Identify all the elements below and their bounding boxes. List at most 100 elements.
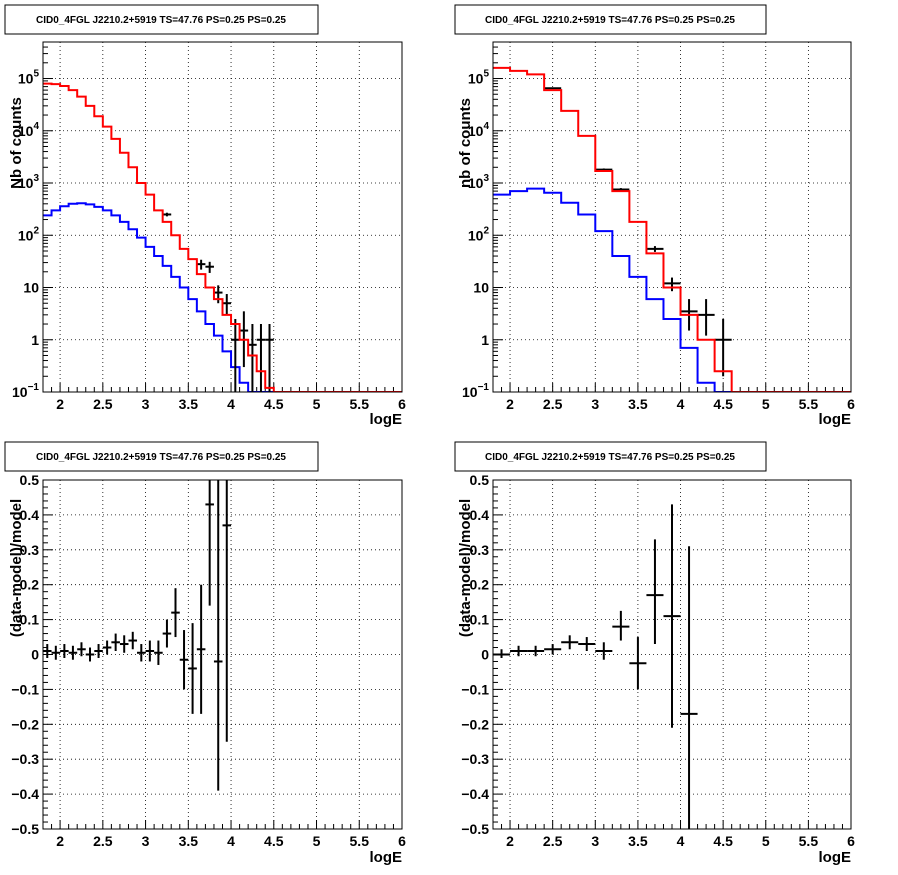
total-model-line <box>43 82 402 392</box>
title-box <box>454 4 767 35</box>
component-model-line <box>493 187 851 392</box>
y-tick-label: 0 <box>31 647 39 663</box>
panel-residual-right: CID0_4FGL J2210.2+5919 TS=47.76 PS=0.25 … <box>454 441 855 866</box>
y-axis-label: nb of counts <box>457 98 474 188</box>
x-tick-label: 5.5 <box>350 396 370 412</box>
x-tick-label: 3.5 <box>628 396 648 412</box>
chart-title: CID0_4FGL J2210.2+5919 TS=47.76 PS=0.25 … <box>485 15 735 26</box>
x-tick-label: 4 <box>677 396 685 412</box>
y-tick-label: 10 <box>473 280 489 296</box>
y-tick-exponent: −1 <box>28 382 40 393</box>
x-tick-label: 3 <box>591 833 599 849</box>
x-tick-label: 3 <box>142 833 150 849</box>
x-tick-label: 2.5 <box>93 396 113 412</box>
y-tick-label: 0.3 <box>470 542 490 558</box>
title-box <box>454 441 767 472</box>
y-axis-label: (data-model)/model <box>8 499 25 637</box>
y-tick-label: −0.4 <box>461 786 489 802</box>
chart-title: CID0_4FGL J2210.2+5919 TS=47.76 PS=0.25 … <box>36 452 286 463</box>
y-tick-exponent: 5 <box>33 69 39 80</box>
y-tick-label: 0.2 <box>20 577 40 593</box>
y-tick-label: −0.5 <box>11 821 39 837</box>
chart-title: CID0_4FGL J2210.2+5919 TS=47.76 PS=0.25 … <box>36 15 286 26</box>
chart-title: CID0_4FGL J2210.2+5919 TS=47.76 PS=0.25 … <box>485 452 735 463</box>
plot-frame <box>492 479 852 830</box>
y-tick-label: −0.1 <box>461 681 489 697</box>
plot-content <box>43 480 232 791</box>
x-tick-label: 6 <box>398 833 406 849</box>
y-tick-label: 0.2 <box>470 577 490 593</box>
x-tick-label: 4.5 <box>264 833 284 849</box>
x-tick-label: 3 <box>142 396 150 412</box>
plot-frame <box>492 41 852 393</box>
x-tick-label: 3.5 <box>628 833 648 849</box>
x-tick-label: 4 <box>227 833 235 849</box>
y-tick-label: 0.3 <box>20 542 40 558</box>
y-tick-label: −0.1 <box>11 681 39 697</box>
x-tick-label: 4.5 <box>713 833 733 849</box>
y-tick-exponent: 2 <box>33 225 39 236</box>
x-tick-label: 2 <box>56 833 64 849</box>
x-tick-label: 6 <box>847 396 855 412</box>
y-tick-label: 0.5 <box>470 472 490 488</box>
title-box <box>4 441 319 472</box>
x-tick-label: 5 <box>313 396 321 412</box>
y-tick-label: −0.3 <box>461 751 489 767</box>
y-tick-label: 1 <box>31 332 39 348</box>
x-axis-label: logE <box>370 849 403 866</box>
title-box <box>4 4 319 35</box>
x-tick-label: 5 <box>762 396 770 412</box>
x-tick-label: 3.5 <box>179 396 199 412</box>
y-tick-label: 0.1 <box>20 612 40 628</box>
y-tick-label: 10−1 <box>462 382 489 400</box>
y-tick-label: 10−1 <box>12 382 39 400</box>
x-tick-label: 2 <box>506 833 514 849</box>
plot-frame <box>42 479 403 830</box>
x-tick-label: 4 <box>227 396 235 412</box>
plot-content <box>493 504 698 829</box>
y-tick-label: 102 <box>468 225 490 243</box>
y-tick-label: 0.4 <box>470 507 490 523</box>
y-tick-label: 0.5 <box>20 472 40 488</box>
panel-counts-left: CID0_4FGL J2210.2+5919 TS=47.76 PS=0.25 … <box>4 4 406 428</box>
y-tick-exponent: 4 <box>483 121 489 132</box>
plot-area: 2 2.5 3 3.5 4 4.5 5 5.5 6 −0.5 −0.4 −0.3 −0.2 −0.1 0 0.… <box>461 472 855 849</box>
x-tick-label: 6 <box>847 833 855 849</box>
y-tick-label: 1 <box>481 332 489 348</box>
plot-content <box>493 66 851 392</box>
x-tick-label: 5.5 <box>350 833 370 849</box>
x-tick-label: 3.5 <box>179 833 199 849</box>
y-tick-label: −0.2 <box>11 716 39 732</box>
y-tick-label: −0.2 <box>461 716 489 732</box>
x-tick-label: 4.5 <box>264 396 284 412</box>
y-tick-exponent: 5 <box>483 69 489 80</box>
component-model-line <box>43 202 402 392</box>
y-tick-exponent: 3 <box>33 173 39 184</box>
x-axis-label: logE <box>370 411 403 428</box>
y-tick-label: 105 <box>468 69 490 87</box>
plot-content <box>43 82 402 392</box>
panel-residual-left: CID0_4FGL J2210.2+5919 TS=47.76 PS=0.25 … <box>4 441 406 866</box>
total-model-line <box>493 66 851 392</box>
y-tick-exponent: 2 <box>483 225 489 236</box>
x-tick-label: 2.5 <box>93 833 113 849</box>
y-tick-label: 105 <box>18 69 40 87</box>
y-tick-label: 102 <box>18 225 40 243</box>
x-tick-label: 5.5 <box>799 833 819 849</box>
y-axis-label: Nb of counts <box>8 97 25 189</box>
y-tick-exponent: −1 <box>478 382 490 393</box>
x-axis-label: logE <box>819 411 852 428</box>
x-tick-label: 3 <box>591 396 599 412</box>
x-tick-label: 2 <box>56 396 64 412</box>
y-tick-label: 0 <box>481 647 489 663</box>
x-tick-label: 4.5 <box>713 396 733 412</box>
y-axis-label: (data-model)/model <box>457 499 474 637</box>
x-tick-label: 2 <box>506 396 514 412</box>
plot-frame <box>42 41 403 393</box>
x-tick-label: 2.5 <box>543 833 563 849</box>
plot-area: 2 2.5 3 3.5 4 4.5 5 5.5 6 −0.5 −0.4 −0.3 −0.2 −0.1 0 0.… <box>11 472 406 849</box>
panel-counts-right: CID0_4FGL J2210.2+5919 TS=47.76 PS=0.25 … <box>454 4 855 428</box>
